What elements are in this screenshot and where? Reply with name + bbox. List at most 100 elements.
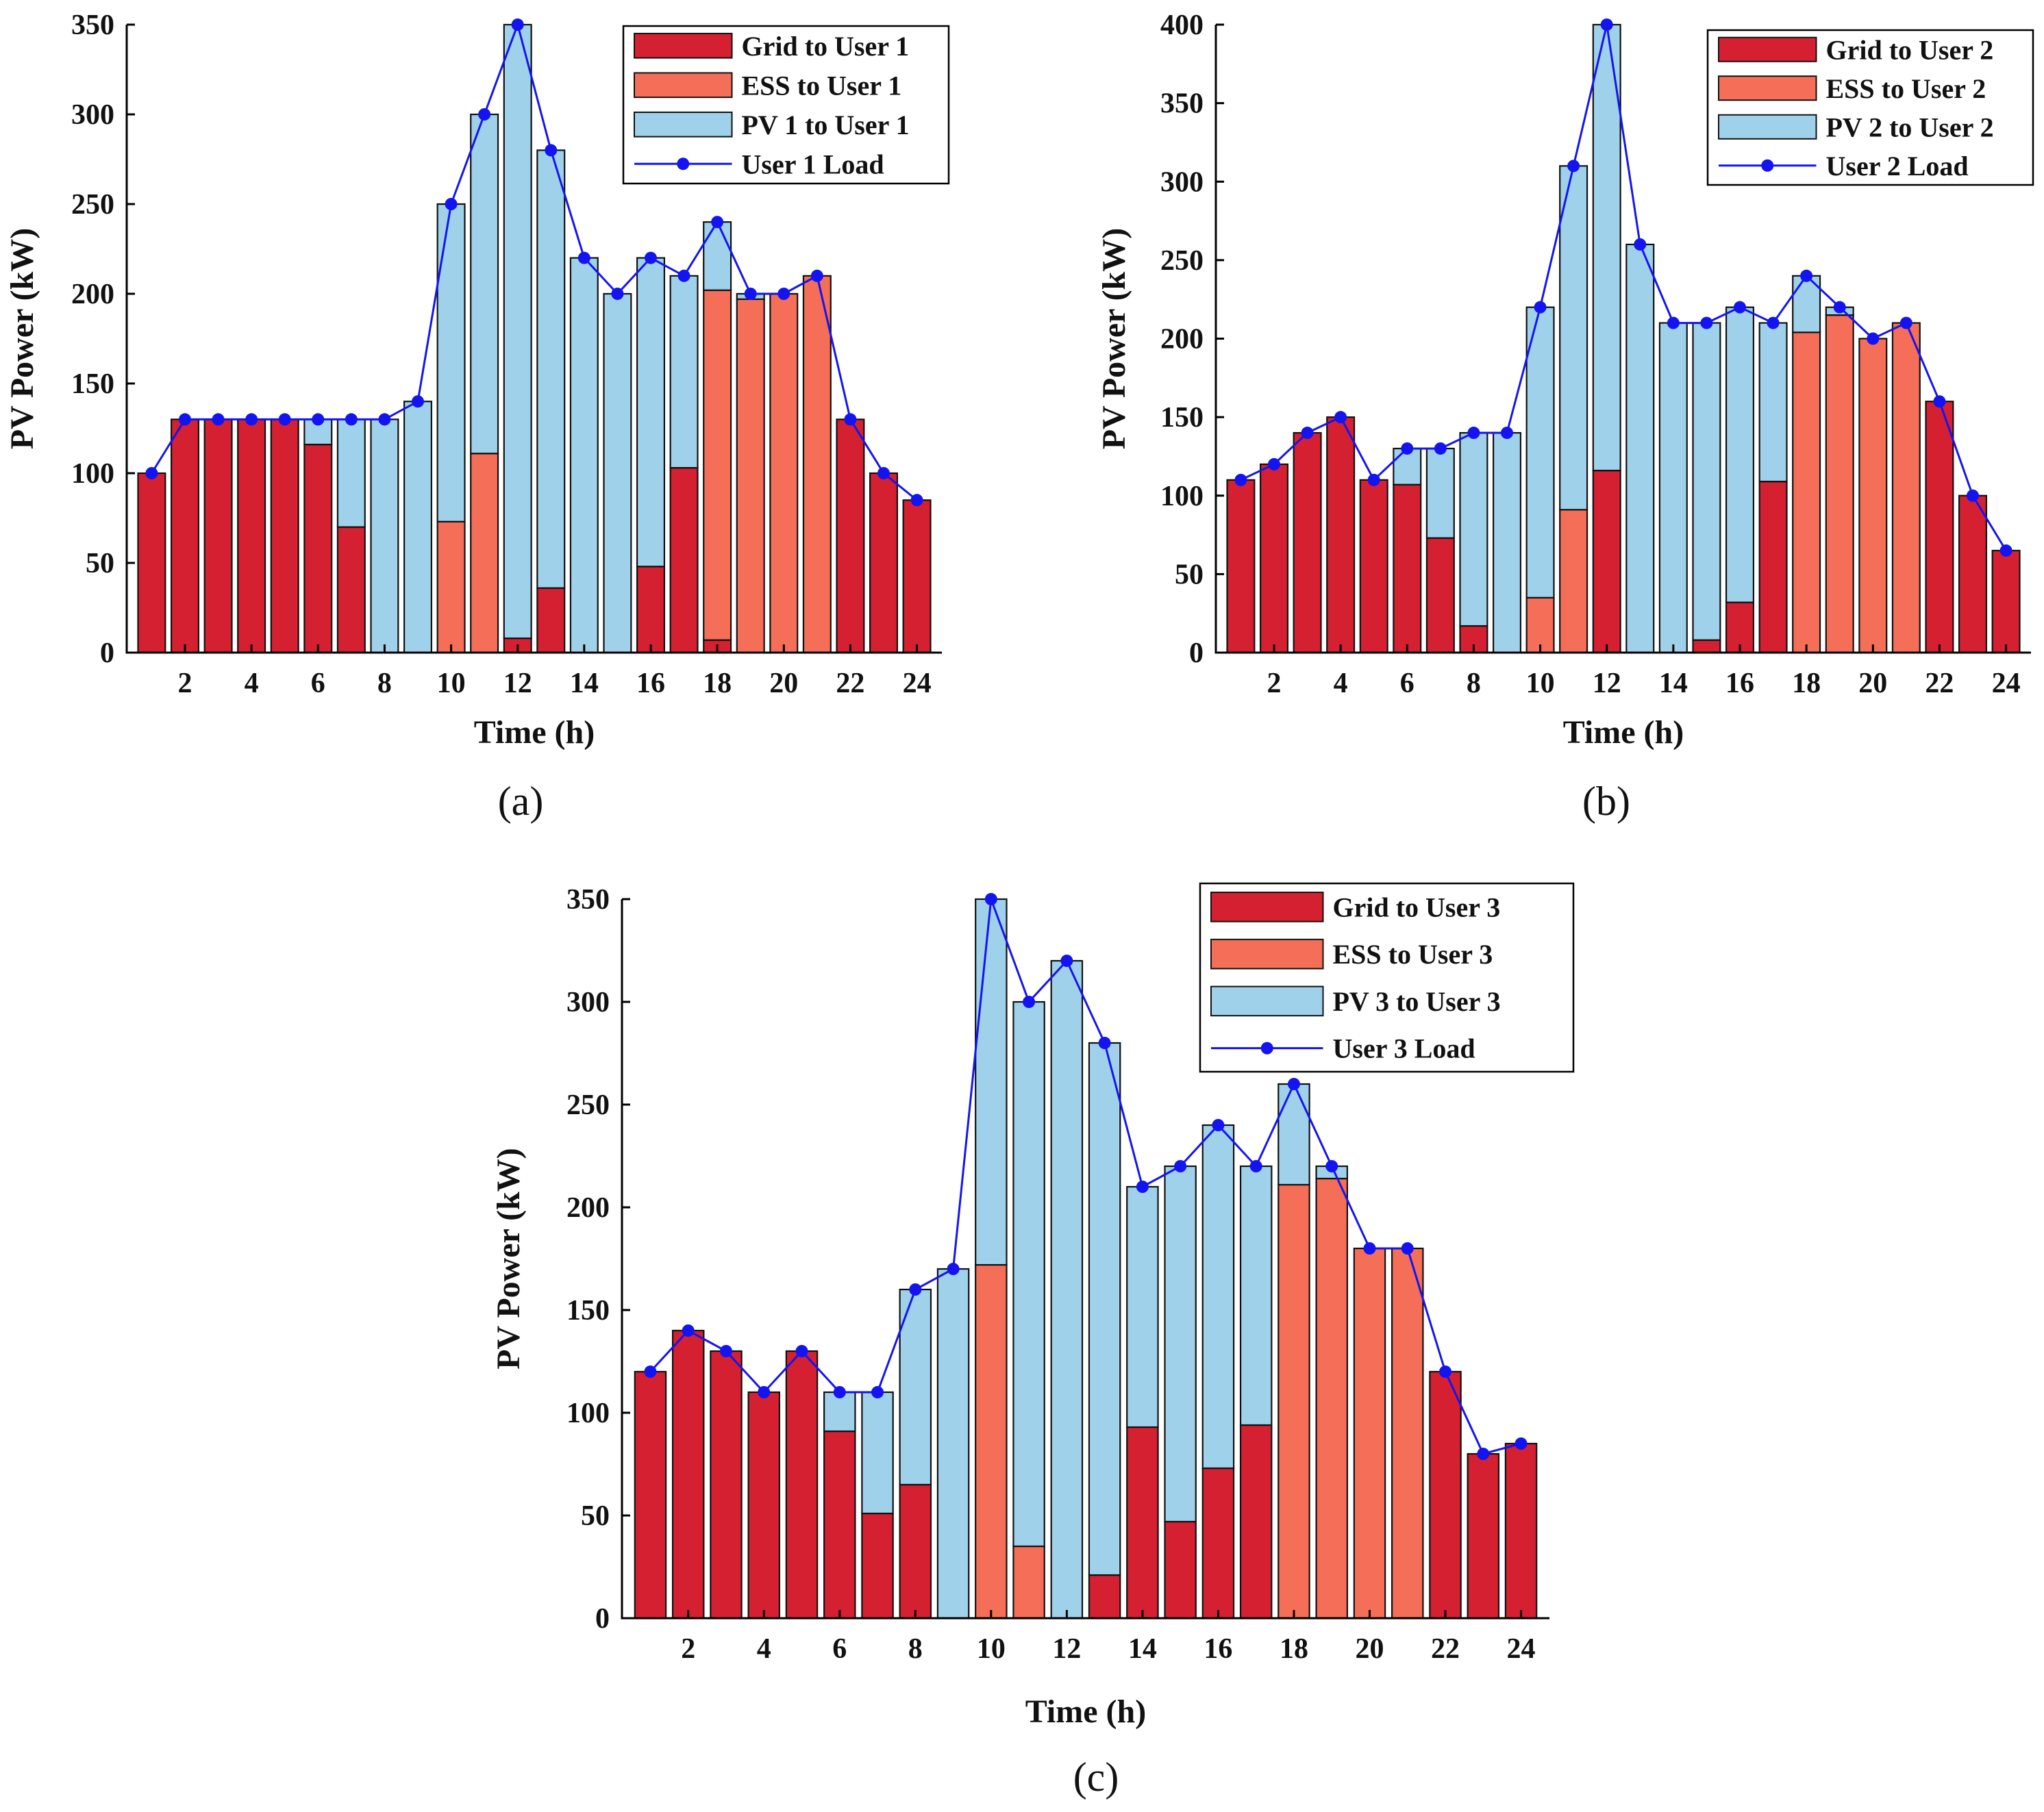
xtick-label-a-20: 20 [769,668,798,699]
legend-swatch-c-2 [1210,985,1324,1017]
load-point-c-t15 [1174,1160,1187,1172]
bar-a-s0-t16 [636,566,666,654]
xtick-label-b-18: 18 [1792,668,1821,699]
load-point-a-t15 [611,288,624,300]
ytick-label-a-100: 100 [71,458,114,490]
bar-a-s2-t16 [636,257,666,568]
load-point-c-t17 [1249,1160,1262,1172]
bar-a-s0-t4 [237,418,266,654]
ytick-label-b-400: 400 [1160,10,1204,41]
legend-label-a-1: ESS to User 1 [742,70,902,101]
xlabel-a: Time (h) [474,714,595,751]
ytick-label-a-150: 150 [71,368,114,400]
bar-c-s0-t7 [861,1512,894,1620]
bar-c-s2-t16 [1201,1124,1235,1470]
ytick-label-a-250: 250 [71,189,114,221]
load-point-a-t19 [744,288,757,300]
bar-b-s0-t24 [1991,549,2021,654]
xtick-label-c-12: 12 [1052,1633,1081,1665]
bar-b-s1-t18 [1792,331,1821,654]
bar-b-s0-t1 [1226,479,1256,654]
ytick-label-c-100: 100 [566,1398,610,1429]
bar-c-s0-t24 [1504,1442,1538,1620]
legend-swatch-c-1 [1210,938,1324,970]
load-point-b-t6 [1401,442,1414,455]
xtick-label-b-2: 2 [1267,668,1282,699]
load-point-b-t1 [1234,473,1247,486]
bar-a-s1-t21 [802,275,832,654]
xtick-label-b-8: 8 [1467,668,1481,699]
load-point-c-t8 [909,1283,922,1296]
load-point-a-t1 [145,467,158,479]
bar-b-s1-t19 [1825,314,1854,654]
xtick-label-a-4: 4 [245,668,259,699]
xtick-label-c-24: 24 [1507,1633,1536,1665]
load-point-a-t2 [179,413,191,426]
bar-c-s0-t3 [710,1350,743,1620]
load-point-c-t4 [758,1386,771,1398]
xtick-label-b-24: 24 [1992,668,2021,699]
bar-a-s2-t7 [336,418,366,528]
legend-label-b-1: ESS to User 2 [1826,73,1986,104]
load-point-c-t22 [1439,1366,1452,1378]
legend-label-a-0: Grid to User 1 [742,31,910,62]
load-point-a-t14 [577,251,590,264]
bar-c-s1-t10 [975,1263,1008,1620]
legend-swatch-b-1 [1718,75,1817,101]
xtick-label-b-12: 12 [1593,668,1621,699]
ytick-label-c-200: 200 [566,1192,610,1224]
load-point-a-t8 [378,413,391,426]
bar-b-s1-t10 [1525,596,1555,654]
ytick-label-a-200: 200 [71,279,114,310]
load-point-a-t16 [645,251,657,264]
bar-b-s0-t2 [1259,463,1289,654]
load-point-a-t12 [511,18,524,31]
load-point-a-t5 [278,413,291,426]
bar-a-s2-t9 [403,401,433,654]
bar-b-s0-t6 [1393,483,1422,654]
legend-swatch-a-2 [634,111,733,138]
bar-c-s2-t8 [899,1288,932,1486]
bar-b-s2-t14 [1658,322,1688,654]
xtick-label-a-16: 16 [636,668,665,699]
legend-b: Grid to User 2 ESS to User 2 PV 2 to User … [1706,29,2034,186]
bar-c-s1-t21 [1391,1247,1424,1620]
legend-label-c-1: ESS to User 3 [1333,939,1493,970]
bar-c-s0-t22 [1429,1370,1462,1620]
xlabel-c: Time (h) [1025,1694,1146,1730]
xtick-label-a-2: 2 [178,668,192,699]
legend-swatch-c-0 [1210,892,1324,922]
ylabel-c: PV Power (kW) [490,1148,527,1370]
load-point-a-t17 [677,269,690,282]
legend-box-a [622,25,950,185]
bar-c-s0-t17 [1239,1424,1273,1620]
xtick-label-b-22: 22 [1925,668,1954,699]
bar-c-s2-t15 [1164,1165,1197,1523]
bar-a-s2-t15 [603,292,632,654]
load-point-c-t23 [1477,1448,1490,1460]
legend-a: Grid to User 1 ESS to User 1 PV 1 to User … [622,25,950,185]
ytick-label-b-350: 350 [1160,88,1204,120]
bar-a-s0-t1 [137,472,166,654]
bar-c-s1-t19 [1315,1177,1348,1620]
xtick-label-a-12: 12 [503,668,532,699]
load-point-c-t20 [1363,1242,1376,1255]
bar-b-s2-t16 [1725,306,1755,603]
load-point-b-t11 [1567,160,1580,173]
bar-a-s2-t8 [370,418,399,654]
legend-swatch-marker-c [1260,1042,1273,1055]
load-point-c-t14 [1136,1181,1149,1193]
load-point-a-t4 [245,413,258,426]
load-point-c-t24 [1515,1437,1528,1450]
load-point-b-t15 [1700,316,1713,329]
load-point-a-t22 [844,413,857,426]
bar-b-s2-t12 [1592,23,1621,472]
legend-swatch-b-2 [1718,114,1817,140]
bar-b-s0-t4 [1326,416,1356,654]
bar-a-s2-t18 [703,221,732,291]
bar-c-s0-t15 [1164,1520,1197,1620]
ytick-label-b-200: 200 [1160,324,1204,355]
xtick-label-b-14: 14 [1659,668,1688,699]
